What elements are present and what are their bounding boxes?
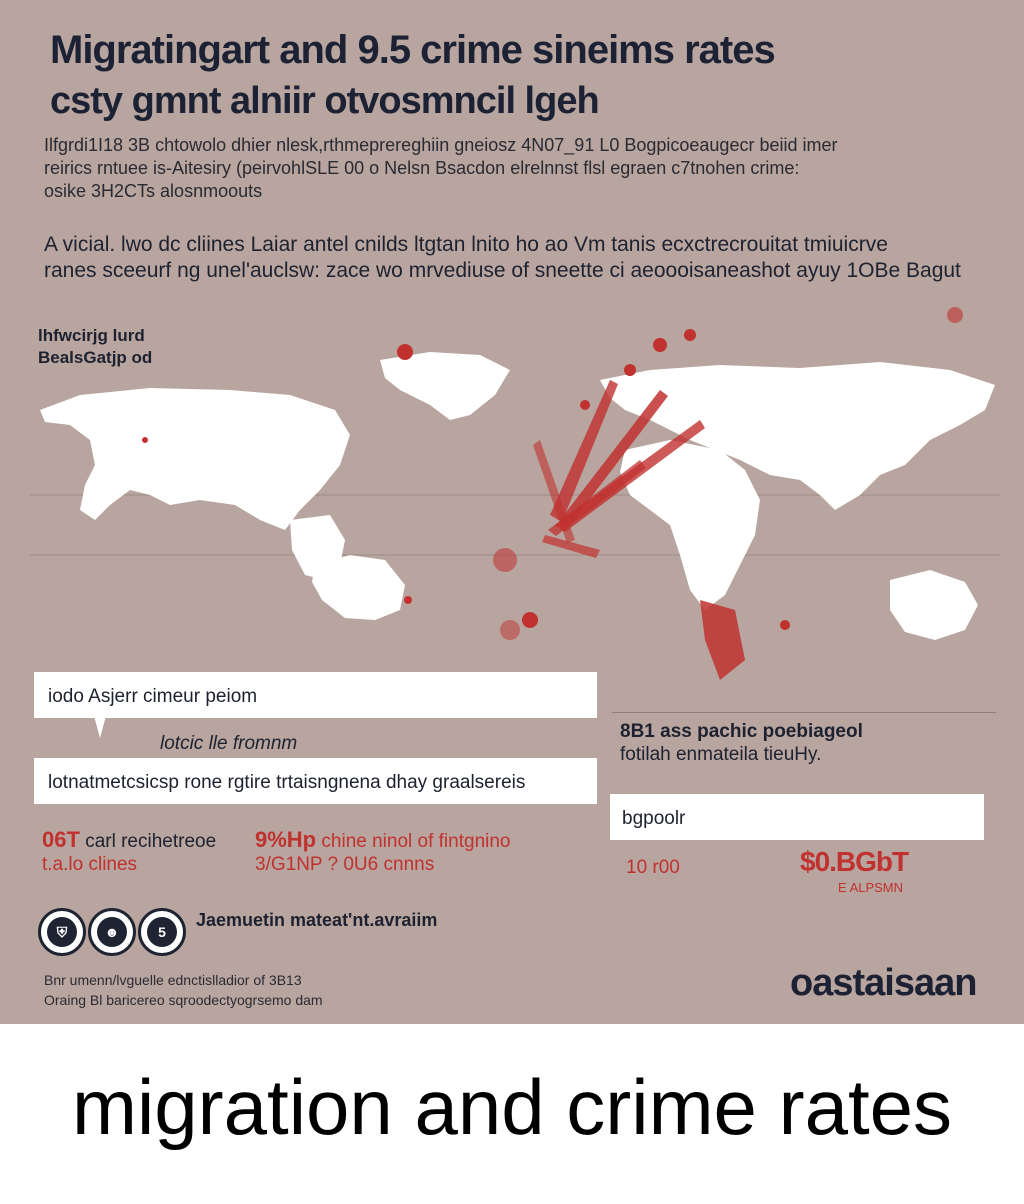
right-heading: 8B1 ass pachic poebiageol fotilah enmate… [620, 720, 863, 766]
coin-icon: 5 [138, 908, 186, 956]
badges-label: Jaemuetin mateat'nt.avraiim [196, 910, 438, 930]
stat-text: chine ninol of fintgnino [321, 831, 511, 852]
migration-flow-marks [142, 307, 963, 680]
lead-paragraph: A vicial. lwo dc cliines Laiar antel cni… [44, 232, 994, 284]
callout-pointer [94, 716, 106, 738]
brand-logo-text: oastaisaan [790, 962, 977, 1004]
footer-line: Oraing Bl baricereo sqroodectyogrsemo da… [44, 992, 323, 1008]
landmass-eurasia [600, 362, 995, 510]
intro-line: osike 3H2CTs alosnmoouts [44, 181, 263, 201]
person-icon: ☻ [88, 908, 136, 956]
stat-right-left: 10 r00 [626, 857, 680, 878]
panel-summary: lotnatmetcsicsp rone rgtire trtaisngnena… [34, 758, 597, 804]
panel-a-subtitle: lotcic lle fromnm [160, 733, 298, 754]
world-map [30, 307, 1000, 680]
panel-b-text: lotnatmetcsicsp rone rgtire trtaisngnena… [48, 772, 526, 793]
intro-line: reirics rntuee is-Aitesiry (peirvohlSLE … [44, 158, 800, 178]
stat-value: 9%Hp [255, 827, 317, 852]
stat-right-subtext: E ALPSMN [838, 880, 904, 895]
stat-block-1: 06T carl recihetreoe t.a.lo clines [42, 828, 216, 876]
caption-text: migration and crime rates [71, 1063, 952, 1151]
landmass-africa [620, 440, 760, 610]
stat-block-2: 9%Hp chine ninol of fintgnino 3/G1NP ? 0… [255, 828, 511, 876]
divider [612, 712, 996, 713]
shield-icon: ⛨ [38, 908, 86, 956]
poster-title-line-2: csty gmnt alniir otvosmncil lgeh [50, 80, 600, 122]
footer-line: Bnr umenn/lvguelle ednctislladior of 3B1… [44, 972, 302, 988]
infographic-poster: Migratingart and 9.5 crime sineims rates… [0, 0, 1024, 1024]
landmass-oceania-left [312, 555, 405, 620]
stat-subtext: 3/G1NP ? 0U6 cnnns [255, 854, 435, 875]
intro-paragraph: Ilfgrdi1I18 3B chtowolo dhier nlesk,rthm… [44, 134, 984, 203]
panel-a-text: iodo Asjerr cimeur peiom [48, 686, 258, 707]
map-label-line: lhfwcirjg lurd [38, 326, 145, 345]
stat-value: 06T [42, 827, 80, 852]
footer-credits: Bnr umenn/lvguelle ednctislladior of 3B1… [44, 970, 323, 1010]
panel-right: bgpoolr [610, 794, 984, 840]
stat-right-value: $0.BGbT [800, 846, 909, 877]
lead-line: A vicial. lwo dc cliines Laiar antel cni… [44, 233, 888, 256]
landmass-greenland [380, 352, 510, 420]
poster-title-line-1: Migratingart and 9.5 crime sineims rates [50, 28, 776, 72]
right-heading-title: 8B1 ass pachic poebiageol [620, 721, 863, 742]
lead-line: ranes sceeurf ng unel'auclsw: zace wo mr… [44, 259, 961, 282]
panel-regional-crime: iodo Asjerr cimeur peiom [34, 672, 597, 718]
stat-subtext: t.a.lo clines [42, 854, 138, 875]
landmass-australia [890, 570, 978, 640]
map-label-line: BealsGatjp od [38, 348, 153, 367]
map-label: lhfwcirjg lurd BealsGatjp od [38, 325, 152, 369]
intro-line: Ilfgrdi1I18 3B chtowolo dhier nlesk,rthm… [44, 135, 838, 155]
stat-text: carl recihetreoe [85, 831, 217, 852]
right-heading-subtitle: fotilah enmateila tieuHy. [620, 744, 822, 765]
landmass-north-america [40, 388, 350, 530]
panel-c-text: bgpoolr [622, 808, 686, 829]
